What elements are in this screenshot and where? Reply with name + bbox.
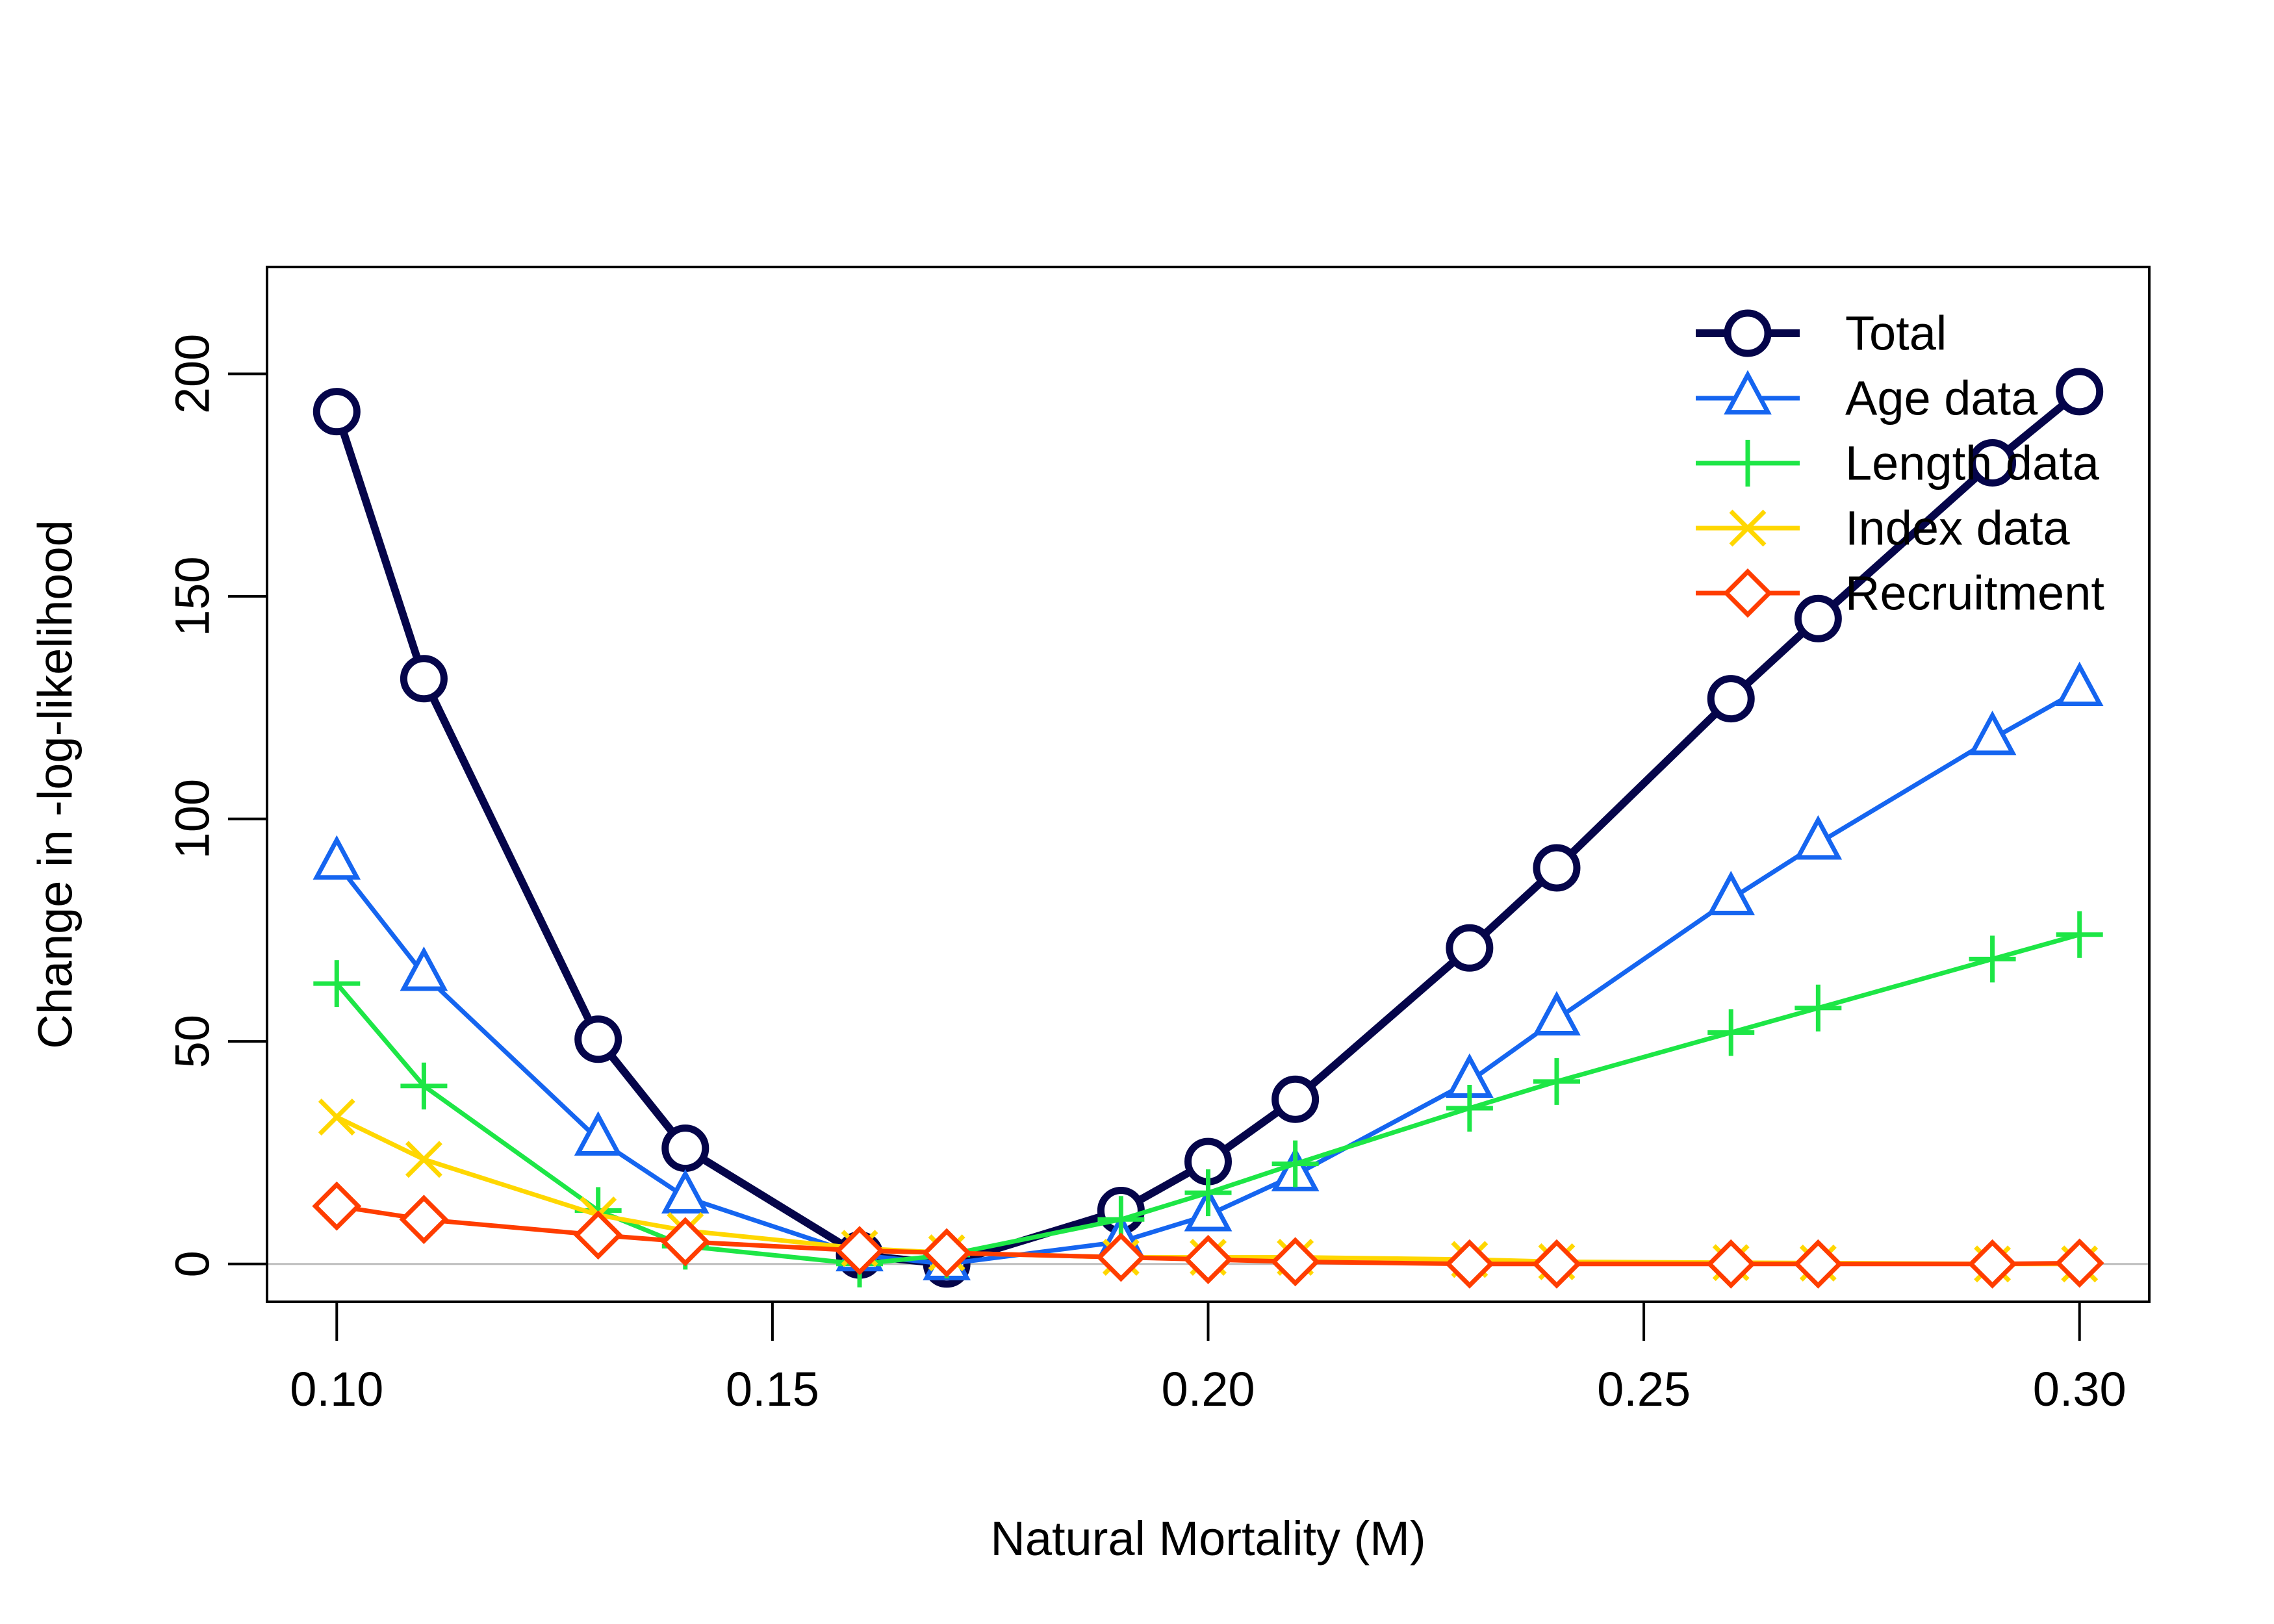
series-layer bbox=[312, 368, 2104, 1289]
y-tick-label-3: 150 bbox=[166, 556, 220, 636]
legend-marker-age-data bbox=[1724, 370, 1772, 415]
age-data-point-11 bbox=[1707, 870, 1756, 916]
total-point-14 bbox=[2056, 368, 2104, 416]
y-axis: 0 50 100 150 200 bbox=[166, 334, 268, 1277]
recruitment-point-3 bbox=[660, 1217, 710, 1267]
legend-label-recruitment: Recruitment bbox=[1845, 566, 2104, 620]
recruitment-point-12 bbox=[1793, 1239, 1843, 1289]
age-data-point-13 bbox=[1968, 710, 2017, 755]
recruitment-point-11 bbox=[1706, 1239, 1756, 1289]
age-data-point-14 bbox=[2055, 661, 2104, 707]
legend-marker-total bbox=[1724, 309, 1772, 357]
legend-marker-length-data bbox=[1724, 440, 1771, 487]
recruitment-point-4 bbox=[835, 1226, 884, 1276]
index-data-point-1 bbox=[405, 1141, 442, 1178]
length-data-point-11 bbox=[1707, 1009, 1755, 1056]
length-data-point-9 bbox=[1446, 1084, 1493, 1132]
age-data-point-12 bbox=[1794, 815, 1843, 860]
x-tick-label-1: 0.15 bbox=[726, 1362, 819, 1416]
legend-marker-index-data bbox=[1729, 509, 1767, 547]
total-point-12 bbox=[1794, 594, 1842, 642]
recruitment-point-0 bbox=[312, 1181, 362, 1231]
recruitment-point-8 bbox=[1270, 1237, 1320, 1287]
x-tick-label-2: 0.20 bbox=[1161, 1362, 1255, 1416]
total-point-8 bbox=[1271, 1075, 1320, 1123]
y-axis-title: Change in -log-likelihood bbox=[29, 520, 83, 1049]
length-data-point-7 bbox=[1184, 1169, 1232, 1217]
legend-item-length-data: Length data bbox=[1696, 437, 2100, 490]
x-axis: 0.10 0.15 0.20 0.25 0.30 bbox=[290, 1300, 2127, 1416]
total-point-0 bbox=[313, 388, 361, 436]
total-point-2 bbox=[574, 1015, 622, 1063]
recruitment-point-14 bbox=[2054, 1238, 2104, 1288]
total-point-3 bbox=[661, 1124, 709, 1173]
legend-marker-recruitment bbox=[1723, 568, 1772, 618]
legend: Total Age data Length data Index data Recrui… bbox=[1696, 307, 2104, 620]
recruitment-point-9 bbox=[1444, 1239, 1494, 1289]
total-point-10 bbox=[1533, 844, 1581, 892]
total-point-11 bbox=[1707, 675, 1755, 723]
total-point-13 bbox=[1969, 438, 2017, 487]
legend-item-age-data: Age data bbox=[1696, 370, 2038, 425]
legend-item-total: Total bbox=[1696, 307, 1947, 361]
legend-label-total: Total bbox=[1845, 307, 1947, 361]
length-data-point-8 bbox=[1271, 1140, 1319, 1187]
length-data-point-13 bbox=[1969, 935, 2016, 983]
age-data-point-10 bbox=[1533, 991, 1581, 1036]
y-tick-label-1: 50 bbox=[166, 1015, 220, 1068]
recruitment-point-1 bbox=[399, 1195, 449, 1245]
y-tick-label-2: 100 bbox=[166, 779, 220, 859]
recruitment-point-5 bbox=[922, 1228, 972, 1278]
y-tick-label-0: 0 bbox=[166, 1250, 220, 1277]
legend-item-recruitment: Recruitment bbox=[1696, 566, 2104, 620]
legend-label-length-data: Length data bbox=[1845, 437, 2100, 490]
total-point-1 bbox=[400, 655, 448, 703]
x-tick-label-0: 0.10 bbox=[290, 1362, 383, 1416]
x-axis-title: Natural Mortality (M) bbox=[990, 1512, 1425, 1566]
recruitment-point-10 bbox=[1532, 1239, 1581, 1289]
total-point-9 bbox=[1446, 924, 1494, 972]
length-data-point-12 bbox=[1795, 984, 1842, 1032]
recruitment-point-6 bbox=[1096, 1232, 1146, 1282]
y-tick-label-4: 200 bbox=[166, 334, 220, 414]
index-data-point-0 bbox=[318, 1098, 355, 1136]
recruitment-point-2 bbox=[573, 1210, 623, 1260]
age-data-point-2 bbox=[574, 1111, 622, 1156]
age-data-point-0 bbox=[313, 835, 361, 880]
series-recruitment bbox=[312, 1181, 2104, 1289]
length-data-point-0 bbox=[313, 960, 361, 1008]
recruitment-point-7 bbox=[1183, 1234, 1233, 1284]
length-data-point-14 bbox=[2056, 911, 2103, 958]
age-data-point-1 bbox=[400, 946, 448, 991]
legend-label-index-data: Index data bbox=[1845, 501, 2070, 555]
legend-label-age-data: Age data bbox=[1845, 372, 2038, 425]
length-data-point-1 bbox=[400, 1062, 448, 1110]
length-data-point-10 bbox=[1533, 1058, 1580, 1105]
x-tick-label-3: 0.25 bbox=[1597, 1362, 1691, 1416]
legend-item-index-data: Index data bbox=[1696, 501, 2070, 555]
x-tick-label-4: 0.30 bbox=[2033, 1362, 2127, 1416]
recruitment-point-13 bbox=[1967, 1239, 2017, 1289]
age-data-point-3 bbox=[661, 1169, 709, 1214]
